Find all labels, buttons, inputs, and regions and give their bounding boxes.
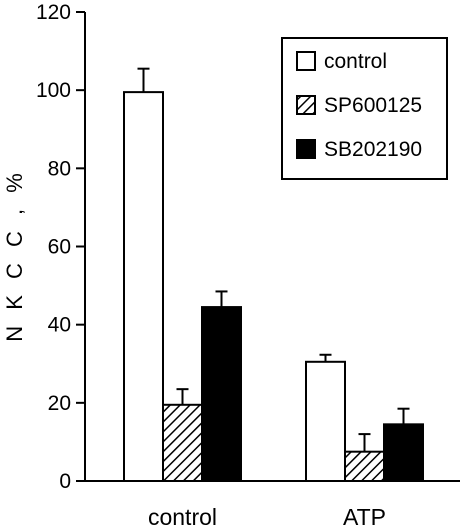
legend-label: control [324, 50, 387, 73]
y-axis: 0 20 40 60 80 100 120 [36, 1, 460, 493]
y-tick-label: 20 [48, 392, 71, 415]
bars [123, 67, 424, 483]
bar-control-sp600125 [162, 403, 203, 483]
legend: control SP600125 SB202190 [281, 37, 448, 180]
y-tick-label: 80 [48, 157, 71, 180]
x-axis-labels: control ATP [148, 504, 386, 530]
x-category-label: ATP [343, 504, 386, 530]
legend-label: SP600125 [324, 94, 422, 117]
y-tick-label: 60 [48, 236, 71, 259]
y-tick-label: 120 [36, 1, 71, 24]
legend-swatch-sp600125 [296, 95, 316, 115]
legend-label: SB202190 [324, 138, 422, 161]
legend-swatch-sb202190 [296, 139, 316, 159]
bar-atp-sb202190 [383, 423, 424, 482]
bar-atp-sp600125 [344, 450, 385, 482]
bar-atp-control [305, 360, 346, 483]
x-category-label: control [148, 504, 217, 530]
bar-control-sb202190 [201, 306, 242, 482]
bar-control-control [123, 91, 164, 483]
y-tick-label: 0 [59, 470, 71, 493]
y-tick-label: 100 [36, 79, 71, 102]
y-axis-title: N K C C , % [2, 168, 27, 342]
legend-swatch-control [296, 51, 316, 71]
y-tick-label: 40 [48, 314, 71, 337]
